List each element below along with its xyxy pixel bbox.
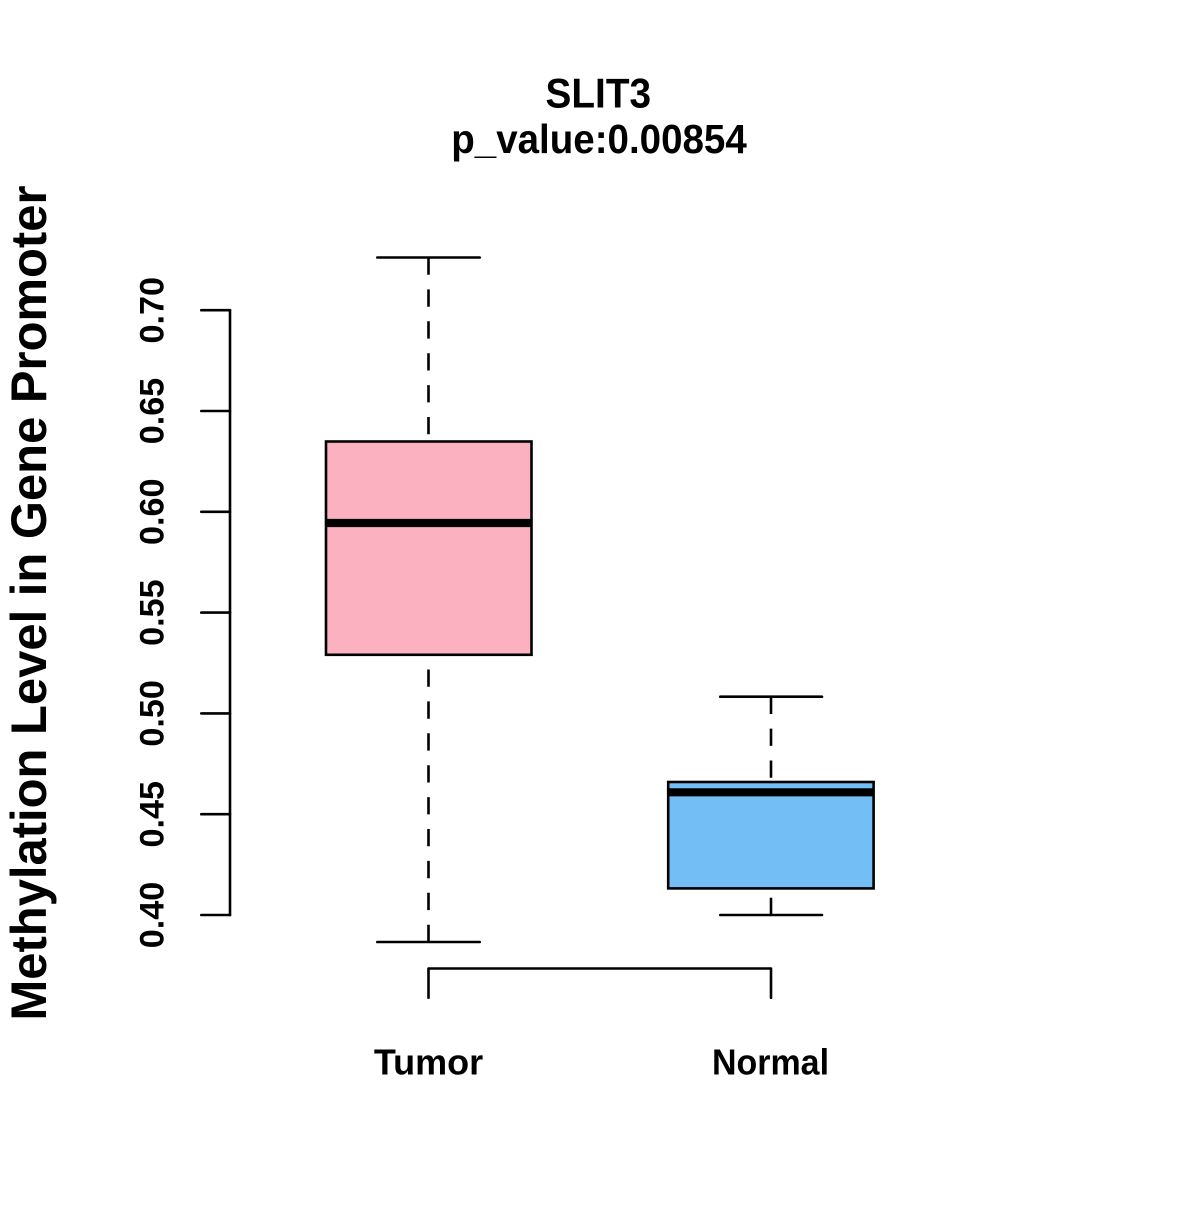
- svg-text:0.70: 0.70: [134, 277, 172, 344]
- svg-text:Methylation Level in Gene Prom: Methylation Level in Gene Promoter: [1, 186, 57, 1021]
- svg-text:0.55: 0.55: [134, 579, 172, 646]
- svg-text:Normal: Normal: [712, 1042, 829, 1083]
- svg-text:0.50: 0.50: [134, 680, 172, 747]
- svg-text:p_value:0.00854: p_value:0.00854: [451, 116, 747, 162]
- svg-text:Tumor: Tumor: [374, 1042, 483, 1083]
- svg-text:0.65: 0.65: [134, 378, 172, 445]
- svg-text:SLIT3: SLIT3: [546, 70, 652, 117]
- svg-text:0.45: 0.45: [134, 781, 172, 848]
- svg-text:0.60: 0.60: [134, 479, 172, 546]
- svg-text:0.40: 0.40: [134, 882, 172, 949]
